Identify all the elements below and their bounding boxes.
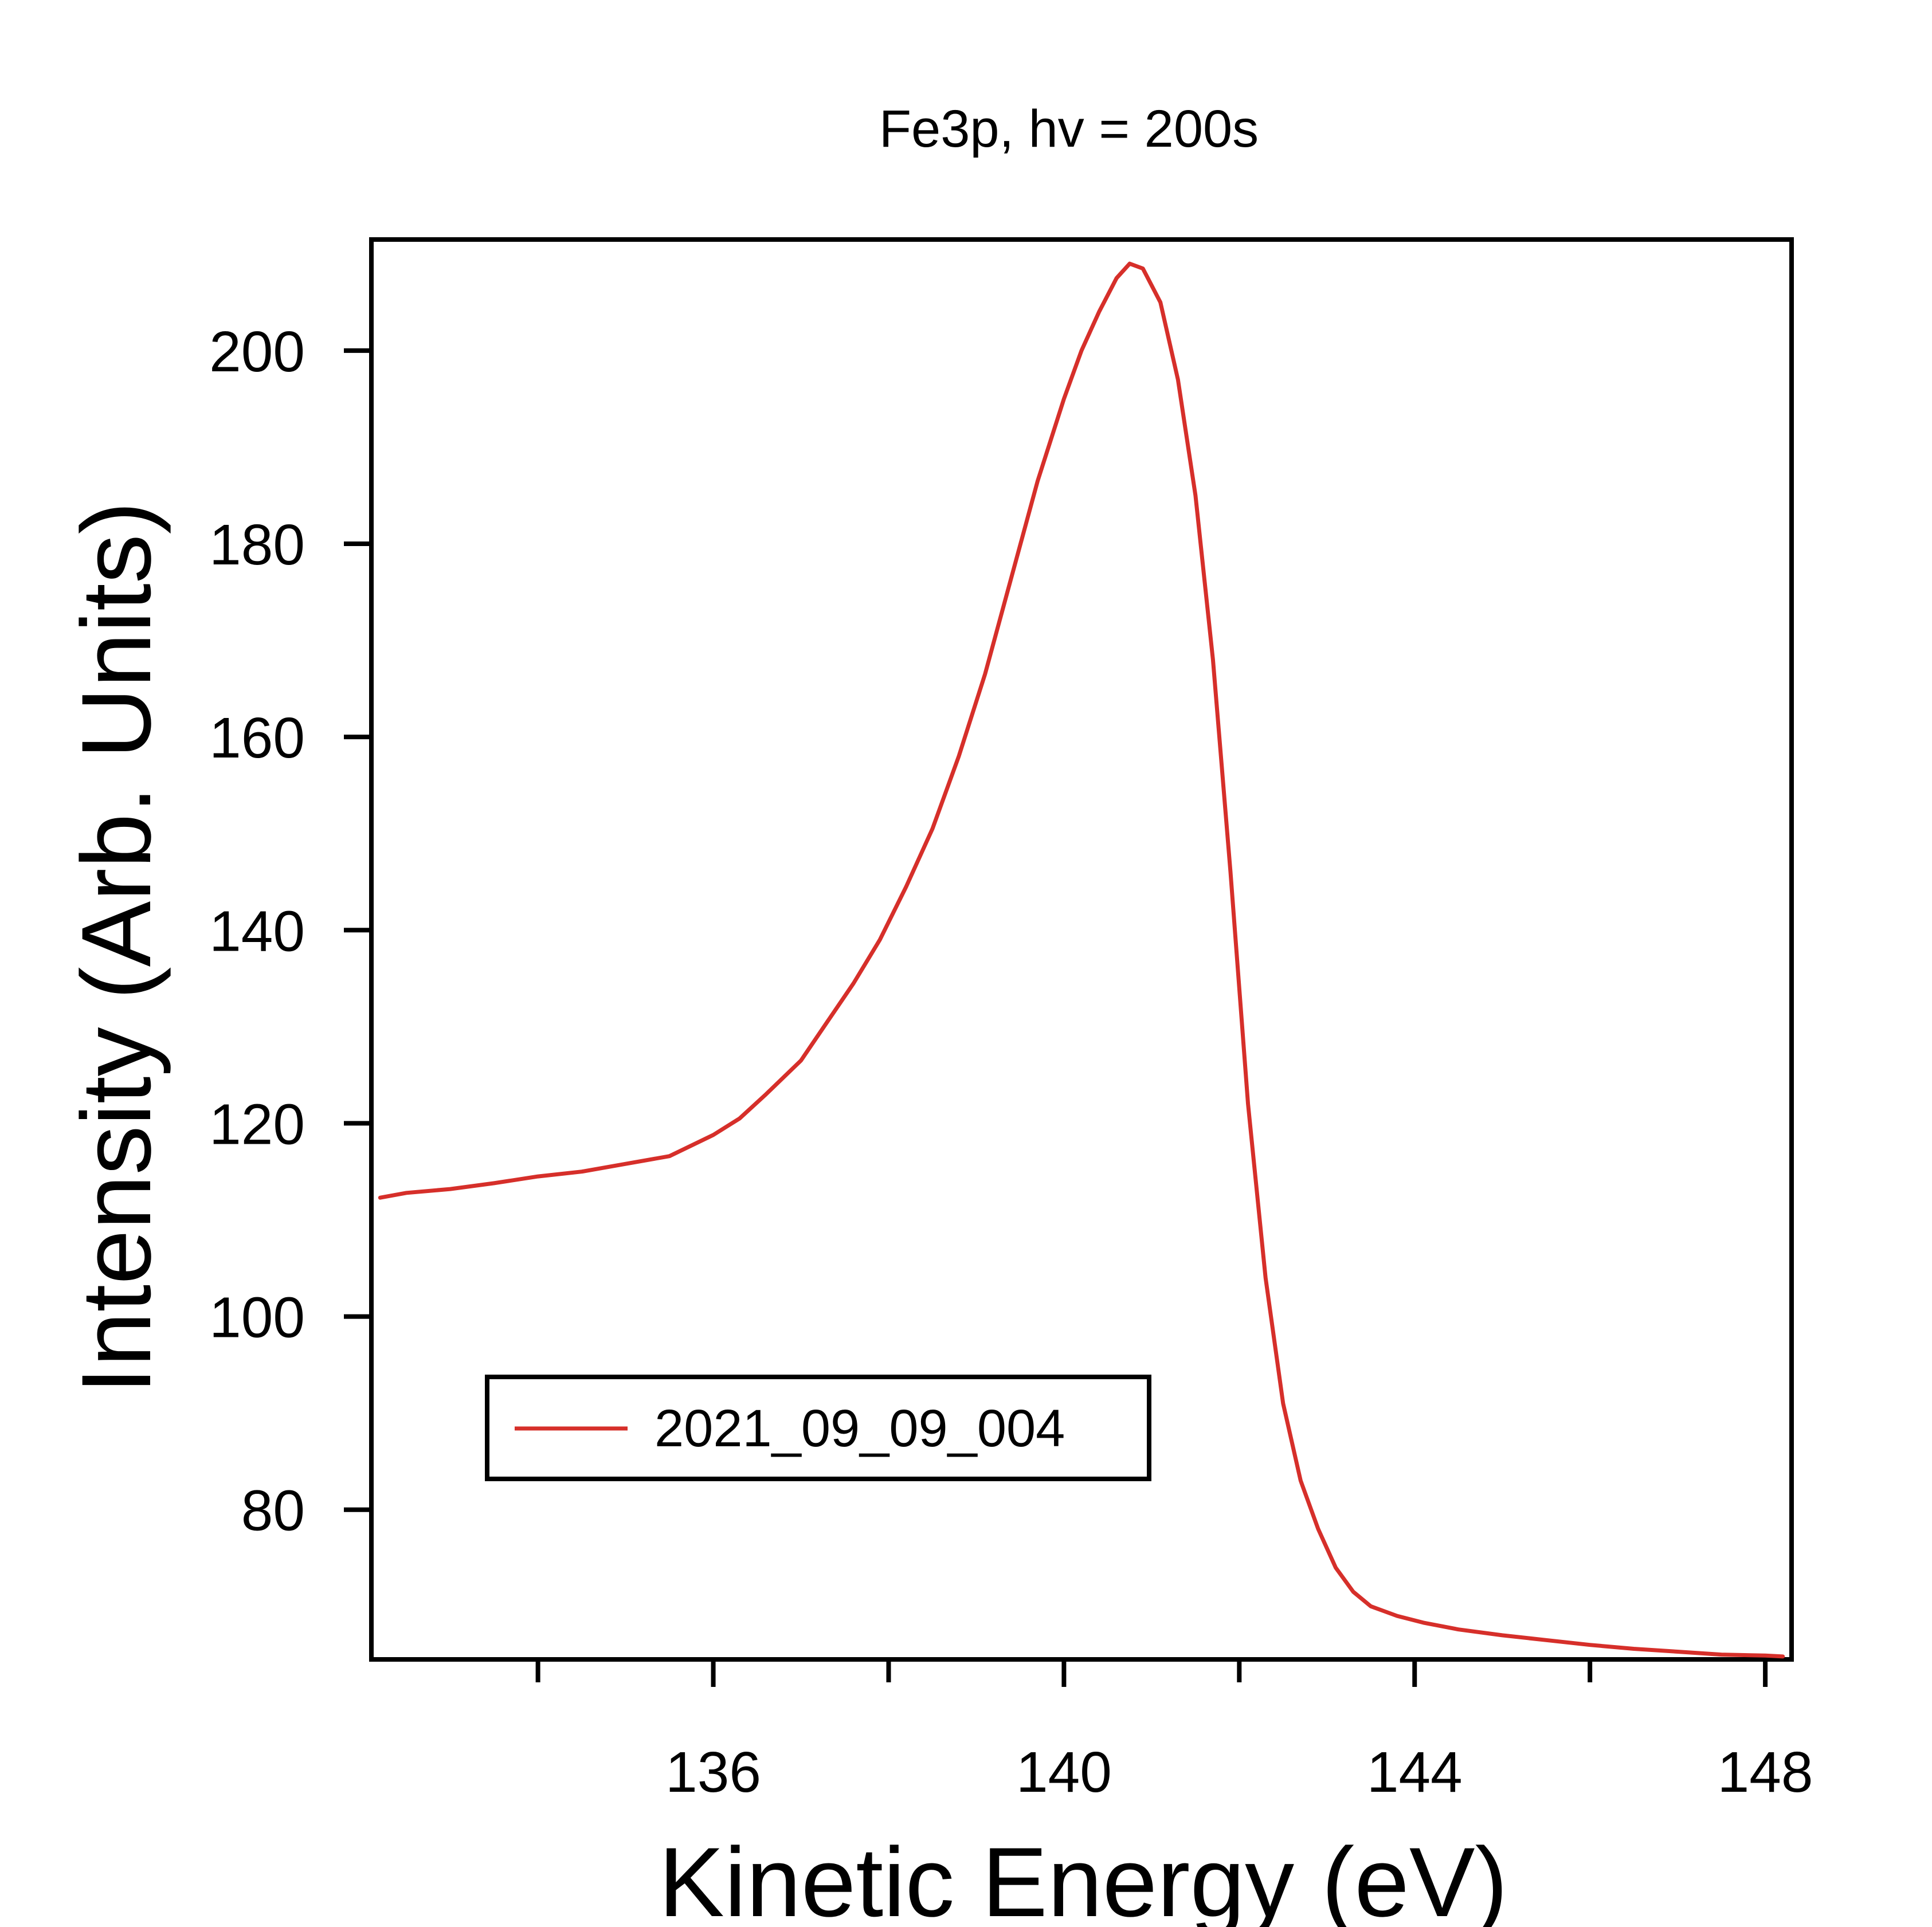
y-tick-label: 100	[209, 1286, 305, 1350]
y-tick-label: 200	[209, 320, 305, 384]
x-tick-label: 136	[665, 1740, 761, 1804]
x-tick-label: 148	[1718, 1740, 1813, 1804]
y-tick-label: 160	[209, 706, 305, 770]
legend: 2021_09_09_004	[485, 1375, 1151, 1481]
x-axis: 136 140 144 148	[535, 1659, 1813, 1804]
plot-area: 136 140 144 148 80 100 120 140 160 180 200	[209, 237, 1813, 1804]
y-tick-label: 120	[209, 1092, 305, 1156]
chart-title: Fe3p, hv = 200s	[879, 100, 1259, 158]
y-tick-label: 180	[209, 513, 305, 577]
y-axis: 80 100 120 140 160 180 200	[209, 320, 371, 1543]
y-axis-label: Intensity (Arb. Units)	[61, 501, 171, 1394]
series-line	[378, 261, 1785, 1659]
plot-frame	[369, 237, 1794, 1662]
legend-label: 2021_09_09_004	[655, 1399, 1065, 1458]
y-tick-label: 140	[209, 899, 305, 963]
x-tick-label: 140	[1016, 1740, 1112, 1804]
y-tick-label: 80	[241, 1479, 305, 1543]
x-axis-label: Kinetic Energy (eV)	[659, 1827, 1508, 1927]
series-layer	[378, 261, 1785, 1659]
x-tick-label: 144	[1367, 1740, 1463, 1804]
